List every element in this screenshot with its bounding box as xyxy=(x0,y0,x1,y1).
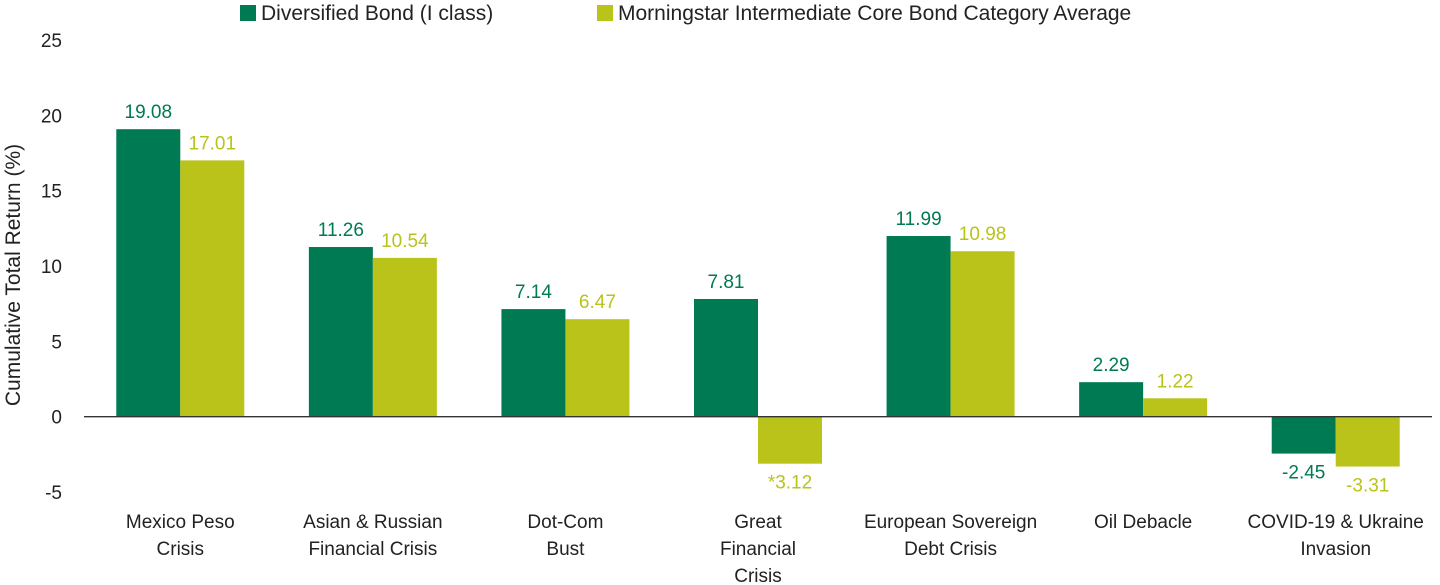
category-label-4: Financial xyxy=(720,539,796,560)
y-axis-label: Cumulative Total Return (%) xyxy=(2,144,25,406)
bar-series2-cat3 xyxy=(565,319,630,417)
legend-swatch-1 xyxy=(240,5,256,21)
y-tick-label: 25 xyxy=(41,31,62,52)
bar-series1-cat5 xyxy=(886,236,951,417)
bar-series1-cat6 xyxy=(1079,382,1144,417)
value-label-series2-cat4: *3.12 xyxy=(768,473,812,494)
category-label-2: Asian & Russian xyxy=(303,512,442,533)
value-label-series2-cat7: -3.31 xyxy=(1346,476,1389,497)
category-label-1: Mexico Peso xyxy=(126,512,235,533)
y-tick-label: 5 xyxy=(51,332,62,353)
value-label-series1-cat5: 11.99 xyxy=(896,209,942,230)
y-axis-ticks: -5 0 5 10 15 20 25 xyxy=(41,31,62,504)
category-labels: Mexico Peso Crisis Asian & Russian Financia… xyxy=(126,512,1424,585)
bar-series2-cat7 xyxy=(1335,416,1400,467)
bar-series2-cat1 xyxy=(180,160,245,417)
category-label-5: European Sovereign xyxy=(864,512,1037,533)
value-label-series1-cat3: 7.14 xyxy=(515,282,552,303)
category-label-2: Financial Crisis xyxy=(308,539,437,560)
legend-swatch-2 xyxy=(597,5,613,21)
value-label-series1-cat7: -2.45 xyxy=(1282,463,1325,484)
category-label-3: Dot-Com xyxy=(527,512,603,533)
y-tick-label: 20 xyxy=(41,106,62,127)
bar-series1-cat2 xyxy=(308,247,373,417)
category-label-3: Bust xyxy=(546,539,585,560)
bar-series2-cat5 xyxy=(950,251,1015,417)
bar-series1-cat1 xyxy=(116,129,181,417)
bar-series2-cat6 xyxy=(1143,398,1208,417)
category-label-6: Oil Debacle xyxy=(1094,512,1192,533)
category-label-7: COVID-19 & Ukraine xyxy=(1248,512,1424,533)
y-tick-label: -5 xyxy=(45,483,62,504)
category-label-4: Crisis xyxy=(734,566,782,585)
category-label-7: Invasion xyxy=(1300,539,1371,560)
legend-label-1: Diversified Bond (I class) xyxy=(261,2,493,25)
bar-series1-cat3 xyxy=(501,309,566,417)
bar-series1-cat4 xyxy=(694,298,758,417)
y-tick-label: 15 xyxy=(41,182,62,203)
value-label-series1-cat2: 11.26 xyxy=(318,220,364,241)
category-label-1: Crisis xyxy=(157,539,205,560)
category-label-5: Debt Crisis xyxy=(904,539,997,560)
value-label-series2-cat2: 10.54 xyxy=(381,231,429,252)
value-label-series1-cat1: 19.08 xyxy=(125,102,173,123)
legend: Diversified Bond (I class) Morningstar In… xyxy=(240,2,1131,25)
value-labels: 19.08 17.01 11.26 10.54 7.14 6.47 7.81 *3.12 11.… xyxy=(125,102,1390,496)
value-label-series1-cat4: 7.81 xyxy=(708,272,745,293)
value-label-series2-cat6: 1.22 xyxy=(1157,371,1194,392)
value-label-series2-cat5: 10.98 xyxy=(959,224,1007,245)
value-label-series2-cat1: 17.01 xyxy=(189,133,237,154)
bar-series1-cat7 xyxy=(1271,416,1336,454)
category-label-4: Great xyxy=(734,512,782,533)
legend-label-2: Morningstar Intermediate Core Bond Categ… xyxy=(618,2,1131,25)
bar-series2-cat2 xyxy=(372,257,437,417)
y-tick-label: 10 xyxy=(41,257,62,278)
value-label-series1-cat6: 2.29 xyxy=(1093,355,1130,376)
bar-series2-cat4 xyxy=(758,416,822,464)
value-label-series2-cat3: 6.47 xyxy=(579,292,616,313)
bars xyxy=(116,129,1400,467)
y-tick-label: 0 xyxy=(51,408,62,429)
